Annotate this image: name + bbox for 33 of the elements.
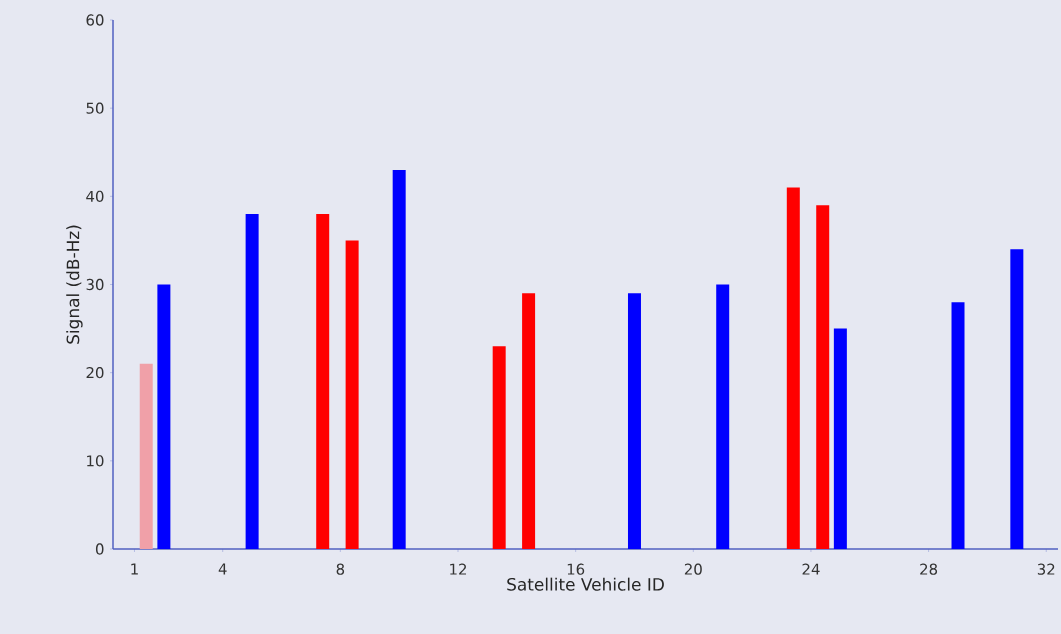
x-tick-label: 16 <box>567 563 585 575</box>
x-tick-label: 28 <box>920 563 938 575</box>
bar <box>392 169 406 549</box>
x-tick-label: 4 <box>218 563 227 575</box>
x-tick-label: 32 <box>1037 563 1055 575</box>
y-axis-title: Signal (dB-Hz) <box>66 225 83 344</box>
y-tick-label: 30 <box>86 278 104 291</box>
bar <box>522 293 536 549</box>
bar <box>316 213 330 549</box>
x-tick-label: 24 <box>802 563 820 575</box>
y-tick-label: 50 <box>86 102 104 114</box>
x-tick-label: 20 <box>684 563 702 575</box>
y-tick-label: 60 <box>86 14 104 26</box>
y-tick-label: 10 <box>87 455 104 467</box>
bar <box>627 293 641 549</box>
bar <box>139 363 153 549</box>
bar <box>716 284 730 549</box>
bar <box>1010 249 1024 549</box>
x-tick-label: 12 <box>450 563 467 575</box>
y-tick-label: 0 <box>95 543 104 555</box>
x-tick-label: 8 <box>336 563 345 575</box>
bar <box>786 187 800 549</box>
y-tick-label: 20 <box>86 367 104 379</box>
bar <box>816 205 830 549</box>
x-tick-label: 1 <box>131 563 138 575</box>
bar <box>833 328 847 549</box>
bar <box>157 284 171 549</box>
bar <box>492 346 506 549</box>
x-axis-title: Satellite Vehicle ID <box>507 577 664 591</box>
bar <box>245 213 259 549</box>
y-tick-label: 40 <box>86 190 104 202</box>
bar <box>345 240 359 549</box>
bar <box>951 302 965 549</box>
